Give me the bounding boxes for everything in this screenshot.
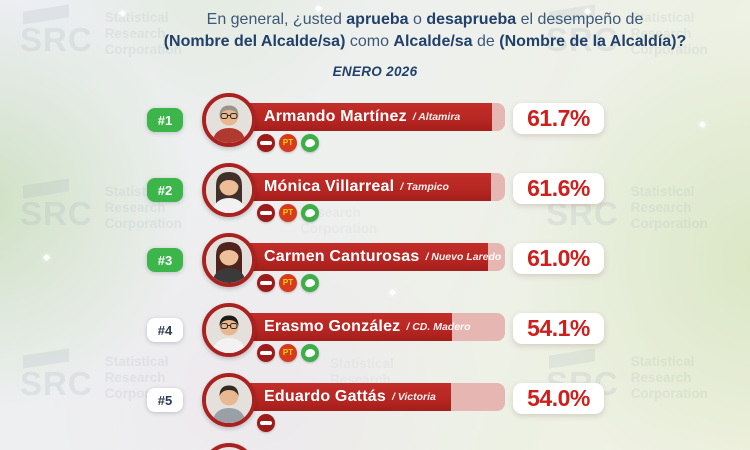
approval-percentage: 61.6% — [513, 173, 604, 204]
party-logo-pvem — [301, 204, 319, 222]
candidate-city: / CD. Madero — [406, 321, 471, 333]
candidate-city: / Altamira — [412, 111, 461, 123]
candidate-name: Eduardo Gattás — [264, 388, 386, 405]
approval-bar-track: Eduardo Gattás / Victoria — [240, 383, 505, 411]
ranking-row-1: Armando Martínez / Altamira #1 PT 61.7% — [0, 92, 750, 154]
party-logos — [257, 414, 275, 432]
candidate-name: Carmen Canturosas — [264, 248, 420, 265]
candidate-city: / Tampico — [400, 181, 449, 193]
candidate-photo — [202, 373, 256, 427]
party-logo-pvem — [301, 344, 319, 362]
ranking-row-5: Eduardo Gattás / Victoria #5 54.0% — [0, 372, 750, 434]
party-logo-pvem — [301, 134, 319, 152]
src-flag-icon — [23, 4, 69, 25]
rank-badge: #3 — [147, 248, 183, 272]
candidate-name-line: Mónica Villarreal / Tampico — [264, 173, 449, 201]
approval-percentage: 54.1% — [513, 313, 604, 344]
party-logos: PT — [257, 204, 319, 222]
candidate-name: Erasmo González — [264, 318, 401, 335]
candidate-photo — [202, 163, 256, 217]
candidate-photo — [202, 233, 256, 287]
party-logo-morena — [257, 204, 275, 222]
poll-question-line2: (Nombre del Alcalde/sa) como Alcalde/sa … — [163, 32, 687, 50]
candidate-photo-partial — [202, 443, 256, 450]
party-logo-pt: PT — [279, 344, 297, 362]
approval-bar-track: Carmen Canturosas / Nuevo Laredo — [240, 243, 505, 271]
party-logo-morena — [257, 414, 275, 432]
party-logos: PT — [257, 344, 319, 362]
approval-bar-fill — [240, 103, 492, 131]
src-logo: SRC — [20, 4, 93, 56]
approval-bar-track: Erasmo González / CD. Madero — [240, 313, 505, 341]
party-logo-pvem — [301, 274, 319, 292]
poll-question-line1: En general, ¿usted aprueba o desaprueba … — [206, 11, 644, 28]
approval-bar-fill — [240, 243, 489, 271]
approval-percentage: 61.0% — [513, 243, 604, 274]
candidate-photo — [202, 303, 256, 357]
ranking-row-4: Erasmo González / CD. Madero #4 PT 54.1% — [0, 302, 750, 364]
candidate-city: / Victoria — [391, 391, 436, 403]
candidate-photo — [202, 93, 256, 147]
approval-bar-fill — [240, 173, 492, 201]
approval-bar-fill — [240, 313, 452, 341]
party-logo-pt: PT — [279, 204, 297, 222]
approval-bar-track: Armando Martínez / Altamira — [240, 103, 505, 131]
ranking-row-2: Mónica Villarreal / Tampico #2 PT 61.6% — [0, 162, 750, 224]
rank-badge: #2 — [147, 178, 183, 202]
poll-question: En general, ¿usted aprueba o desaprueba … — [105, 9, 745, 52]
candidate-name: Mónica Villarreal — [264, 178, 395, 195]
ranking-row-3: Carmen Canturosas / Nuevo Laredo #3 PT 6… — [0, 232, 750, 294]
rank-badge: #5 — [147, 388, 183, 412]
approval-bar-track: Mónica Villarreal / Tampico — [240, 173, 505, 201]
candidate-name: Armando Martínez — [264, 108, 407, 125]
party-logo-morena — [257, 344, 275, 362]
candidate-name-line: Armando Martínez / Altamira — [264, 103, 460, 131]
approval-percentage: 54.0% — [513, 383, 604, 414]
party-logo-morena — [257, 134, 275, 152]
rank-badge: #4 — [147, 318, 183, 342]
party-logo-pt: PT — [279, 134, 297, 152]
candidate-name-line: Erasmo González / CD. Madero — [264, 313, 471, 341]
candidate-name-line: Carmen Canturosas / Nuevo Laredo — [264, 243, 501, 271]
ranking-row-partial — [0, 442, 750, 450]
approval-percentage: 61.7% — [513, 103, 604, 134]
party-logos: PT — [257, 134, 319, 152]
rank-badge: #1 — [147, 108, 183, 132]
candidate-name-line: Eduardo Gattás / Victoria — [264, 383, 436, 411]
poll-date: ENERO 2026 — [332, 64, 418, 79]
candidate-city: / Nuevo Laredo — [425, 251, 502, 263]
approval-bar-fill — [240, 383, 452, 411]
party-logos: PT — [257, 274, 319, 292]
party-logo-morena — [257, 274, 275, 292]
party-logo-pt: PT — [279, 274, 297, 292]
